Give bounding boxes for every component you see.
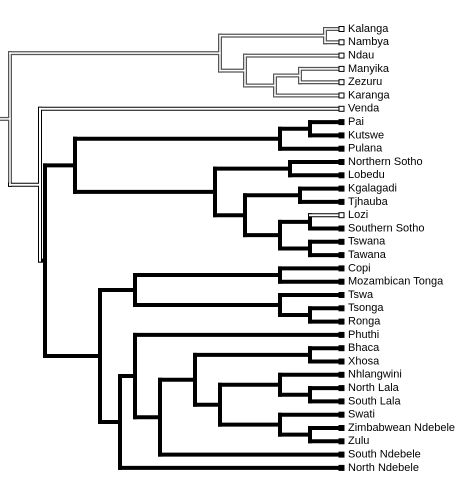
leaf-label: Mozambican Tonga xyxy=(348,276,444,288)
leaf-marker xyxy=(338,451,345,458)
leaf-label: Tjhauba xyxy=(348,196,389,208)
leaf-label: Tawana xyxy=(348,249,387,261)
leaf-marker xyxy=(338,265,345,272)
leaf-label: Lozi xyxy=(348,209,368,221)
leaf-marker xyxy=(338,159,345,165)
leaf-marker xyxy=(338,292,345,298)
leaf-marker xyxy=(338,385,345,392)
leaf-label: Nambya xyxy=(348,36,390,48)
leaf-marker xyxy=(338,79,345,86)
leaf-label: Kgalagadi xyxy=(348,183,397,195)
leaf-marker xyxy=(338,252,345,259)
leaf-marker xyxy=(338,52,345,59)
leaf-label: Northern Sotho xyxy=(348,156,423,168)
leaf-label: Zulu xyxy=(348,435,369,447)
leaf-label: North Lala xyxy=(348,382,400,394)
leaf-marker xyxy=(338,145,345,152)
leaf-label: North Ndebele xyxy=(348,462,419,474)
leaf-marker xyxy=(338,425,345,431)
leaf-label: Tsonga xyxy=(348,302,384,314)
leaf-label: Ndau xyxy=(348,50,374,62)
leaf-marker xyxy=(338,119,345,126)
leaf-label: Phuthi xyxy=(348,329,379,341)
leaf-marker xyxy=(338,305,345,312)
leaf-marker xyxy=(338,185,345,192)
leaf-marker xyxy=(338,411,345,418)
leaf-label: Nhlangwini xyxy=(348,369,402,381)
leaf-marker xyxy=(338,371,345,378)
leaf-label: Zezuru xyxy=(348,76,382,88)
leaf-marker xyxy=(338,225,345,232)
leaf-marker xyxy=(338,92,345,99)
leaf-marker xyxy=(338,172,345,179)
leaf-label: Ronga xyxy=(348,316,381,328)
leaf-marker xyxy=(338,212,345,219)
leaf-marker xyxy=(338,358,345,365)
leaf-label: Venda xyxy=(348,103,380,115)
leaf-marker xyxy=(338,318,345,325)
leaf-marker xyxy=(338,464,345,471)
leaf-marker xyxy=(338,345,345,352)
leaf-marker xyxy=(338,198,345,205)
leaf-marker xyxy=(338,238,345,245)
leaf-marker xyxy=(338,39,345,46)
leaf-marker xyxy=(338,398,345,405)
leaf-marker xyxy=(338,26,345,32)
leaf-label: Kutswe xyxy=(348,129,384,141)
leaf-label: Tswana xyxy=(348,236,386,248)
leaf-marker xyxy=(338,278,345,285)
leaf-label: Zimbabwean Ndebele xyxy=(348,422,455,434)
leaf-label: Bhaca xyxy=(348,342,380,354)
leaf-label: South Lala xyxy=(348,395,401,407)
leaf-marker xyxy=(338,132,345,139)
leaf-label: Swati xyxy=(348,409,375,421)
leaf-label: Pulana xyxy=(348,143,383,155)
leaf-label: South Ndebele xyxy=(348,449,421,461)
leaf-marker xyxy=(338,105,345,112)
leaf-marker xyxy=(338,438,345,445)
leaf-label: Kalanga xyxy=(348,23,389,35)
leaf-label: Lobedu xyxy=(348,169,385,181)
leaf-label: Copi xyxy=(348,262,371,274)
leaf-label: Xhosa xyxy=(348,355,380,367)
leaf-marker xyxy=(338,331,345,338)
leaf-marker xyxy=(338,65,345,72)
leaf-label: Manyika xyxy=(348,63,390,75)
leaf-label: Karanga xyxy=(348,89,390,101)
leaf-label: Pai xyxy=(348,116,364,128)
leaf-label: Tswa xyxy=(348,289,374,301)
leaf-label: Southern Sotho xyxy=(348,222,424,234)
